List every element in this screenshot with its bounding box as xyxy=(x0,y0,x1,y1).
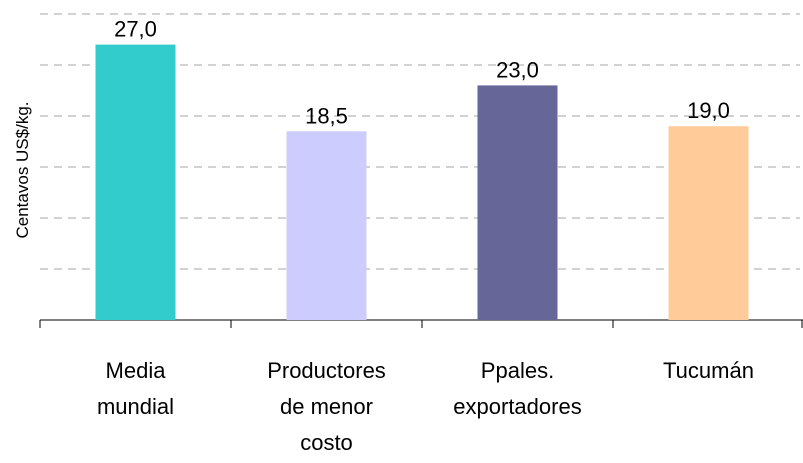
x-tick-label: Productores de menor costo xyxy=(267,358,386,455)
x-tick-label: Ppales. exportadores xyxy=(453,358,581,419)
bar xyxy=(668,126,749,320)
data-label: 27,0 xyxy=(114,17,157,42)
y-axis-label: Centavos US$/kg. xyxy=(13,101,32,238)
data-label: 19,0 xyxy=(687,98,730,123)
bar xyxy=(477,85,558,321)
bar xyxy=(286,131,367,320)
bar xyxy=(95,44,176,320)
data-label: 23,0 xyxy=(496,57,539,82)
x-tick-label: Tucumán xyxy=(663,358,754,383)
data-label: 18,5 xyxy=(305,103,348,128)
x-tick-label: Media mundial xyxy=(97,358,174,419)
